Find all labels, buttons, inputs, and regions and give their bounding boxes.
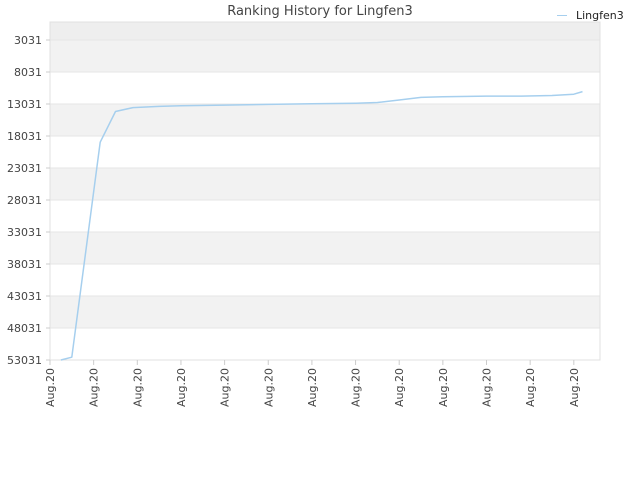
legend-label: Lingfen3 xyxy=(576,9,624,22)
x-tick-label: Aug.20 xyxy=(481,368,494,407)
plot-band xyxy=(50,136,600,168)
legend: Lingfen3 xyxy=(557,9,624,22)
plot-band xyxy=(50,232,600,264)
plot-frame xyxy=(49,21,601,361)
y-tick-label: 38031 xyxy=(7,258,42,271)
chart-title: Ranking History for Lingfen3 xyxy=(227,4,413,19)
y-tick-label: 18031 xyxy=(7,130,42,143)
y-tick-label: 23031 xyxy=(7,162,42,175)
plot-band xyxy=(50,40,600,72)
y-tick-label: 43031 xyxy=(7,290,42,303)
x-tick-label: Aug.20 xyxy=(524,368,537,407)
plot-band xyxy=(50,200,600,232)
plot-band xyxy=(50,104,600,136)
x-tick-label: Aug.20 xyxy=(437,368,450,407)
plot-band xyxy=(50,328,600,360)
plot-band xyxy=(50,296,600,328)
y-tick-label: 13031 xyxy=(7,98,42,111)
plot-band xyxy=(50,22,600,40)
y-tick-label: 48031 xyxy=(7,322,42,335)
x-tick-label: Aug.20 xyxy=(350,368,363,407)
x-tick-label: Aug.20 xyxy=(568,368,581,407)
series-line-lingfen3 xyxy=(60,90,583,361)
x-tick-label: Aug.20 xyxy=(306,368,319,407)
plot-band xyxy=(50,168,600,200)
x-tick-label: Aug.20 xyxy=(88,368,101,407)
plot-band xyxy=(50,264,600,296)
x-tick-label: Aug.20 xyxy=(219,368,232,407)
plot-band xyxy=(50,72,600,104)
y-tick-label: 53031 xyxy=(7,354,42,367)
y-tick-label: 28031 xyxy=(7,194,42,207)
legend-swatch xyxy=(557,15,567,16)
y-tick-label: 3031 xyxy=(14,34,42,47)
x-tick-label: Aug.20 xyxy=(131,368,144,407)
x-tick-label: Aug.20 xyxy=(393,368,406,407)
x-tick-label: Aug.20 xyxy=(262,368,275,407)
y-tick-label: 33031 xyxy=(7,226,42,239)
x-tick-label: Aug.20 xyxy=(44,368,57,407)
x-tick-label: Aug.20 xyxy=(175,368,188,407)
y-tick-label: 8031 xyxy=(14,66,42,79)
